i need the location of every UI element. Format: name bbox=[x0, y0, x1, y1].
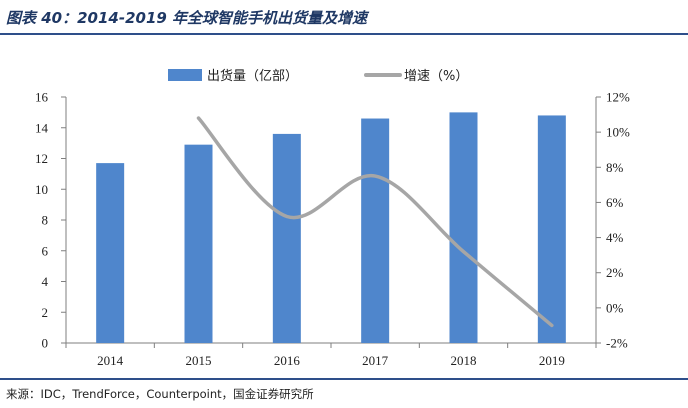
right-tick-label: 12% bbox=[606, 90, 630, 105]
left-tick-label: 16 bbox=[35, 90, 49, 105]
left-tick-label: 6 bbox=[42, 243, 49, 258]
chart-area: 0 2 4 6 8 10 12 14 16 -2% 0% 2% 4% 6% 8% 10% 12% 2014 2015… bbox=[35, 68, 630, 368]
x-tick-label: 2017 bbox=[362, 353, 389, 368]
left-tick-label: 10 bbox=[35, 182, 48, 197]
left-tick-label: 12 bbox=[35, 151, 48, 166]
legend-bar-label: 出货量（亿部） bbox=[207, 68, 298, 84]
left-tick-label: 8 bbox=[42, 213, 49, 228]
source-note: 来源：IDC，TrendForce，Counterpoint，国金证券研究所 bbox=[6, 387, 314, 401]
chart-title: 图表 40：2014-2019 年全球智能手机出货量及增速 bbox=[6, 9, 368, 27]
left-tick-label: 2 bbox=[42, 305, 49, 320]
left-tick-label: 14 bbox=[35, 120, 49, 135]
x-tick-label: 2019 bbox=[539, 353, 565, 368]
legend-line-label: 增速（%） bbox=[404, 69, 468, 84]
left-tick-label: 0 bbox=[42, 336, 49, 351]
right-tick-label: 2% bbox=[606, 265, 624, 280]
right-tick-label: 8% bbox=[606, 160, 624, 175]
bar-2014 bbox=[96, 163, 125, 343]
x-tick-label: 2015 bbox=[186, 353, 212, 368]
x-tick-label: 2014 bbox=[97, 353, 124, 368]
left-tick-label: 4 bbox=[42, 274, 49, 289]
right-tick-label: 10% bbox=[606, 125, 630, 140]
legend-bar-swatch bbox=[168, 69, 202, 81]
source-rule bbox=[0, 378, 688, 380]
bar-2017 bbox=[361, 118, 390, 344]
bar-2019 bbox=[537, 115, 566, 343]
bar-2015 bbox=[184, 144, 213, 343]
x-tick-label: 2016 bbox=[274, 353, 301, 368]
right-tick-label: 4% bbox=[606, 230, 624, 245]
right-tick-label: 0% bbox=[606, 300, 624, 315]
bar-2016 bbox=[272, 133, 301, 343]
x-tick-label: 2018 bbox=[451, 353, 477, 368]
right-tick-label: -2% bbox=[606, 336, 628, 351]
bar-2018 bbox=[449, 112, 478, 343]
right-tick-label: 6% bbox=[606, 195, 624, 210]
title-rule bbox=[0, 33, 688, 35]
